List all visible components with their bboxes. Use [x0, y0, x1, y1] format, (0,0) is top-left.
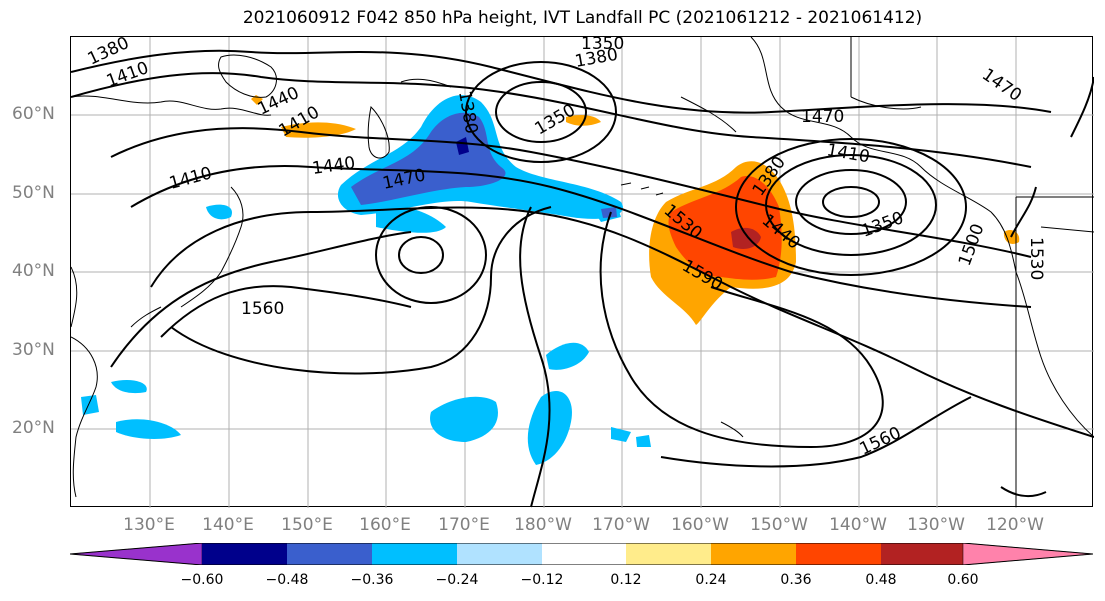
lon-label: 130°W [907, 515, 965, 535]
lon-label: 120°W [986, 515, 1044, 535]
contour-label: 1470 [978, 65, 1025, 106]
contour-label: 1410 [167, 163, 214, 194]
lon-label: 170°W [592, 515, 650, 535]
lon-label: 150°W [750, 515, 808, 535]
colorbar-tick: −0.36 [350, 572, 394, 588]
lat-label-60n: 60°N [12, 104, 55, 124]
negative-ivt-shading [81, 95, 651, 465]
lon-label: 160°E [359, 515, 411, 535]
colorbar [70, 543, 1093, 565]
colorbar-bin [626, 543, 711, 565]
colorbar-bin [711, 543, 796, 565]
contour-label: 1560 [241, 299, 284, 319]
colorbar-bin [70, 543, 203, 565]
colorbar-bin [457, 543, 542, 565]
contour-label: 1350 [859, 208, 906, 242]
lon-label: 140°E [202, 515, 254, 535]
contour-label: 1530 [1026, 237, 1046, 280]
colorbar-bin [542, 543, 626, 565]
map-frame: 1380 1410 1350 1380 1440 1410 1440 1410 … [70, 33, 1095, 508]
colorbar-tick: −0.24 [435, 572, 479, 588]
colorbar-bin [287, 543, 372, 565]
map-title: 2021060912 F042 850 hPa height, IVT Land… [242, 8, 923, 28]
colorbar-bin [881, 543, 963, 565]
colorbar-tick: 0.24 [695, 572, 727, 588]
lat-label-50n: 50°N [12, 183, 55, 203]
colorbar-tick: −0.48 [265, 572, 309, 588]
map-canvas: 1380 1410 1350 1380 1440 1410 1440 1410 … [70, 33, 1095, 508]
colorbar-tick: 0.60 [947, 572, 979, 588]
lat-label-40n: 40°N [12, 261, 55, 281]
contour-label: 1470 [801, 107, 844, 127]
lat-label-20n: 20°N [12, 418, 55, 438]
colorbar-bin [372, 543, 457, 565]
contour-label: 1350 [581, 37, 624, 54]
lon-label: 130°E [123, 515, 175, 535]
lon-label: 180°W [514, 515, 572, 535]
lat-label-30n: 30°N [12, 340, 55, 360]
colorbar-tick: 0.48 [865, 572, 897, 588]
lon-label: 160°W [671, 515, 729, 535]
lon-label: 140°W [829, 515, 887, 535]
coastlines [70, 36, 1095, 507]
colorbar-tick: −0.60 [180, 572, 224, 588]
lon-label: 170°E [438, 515, 490, 535]
colorbar-bin [796, 543, 881, 565]
lon-label: 150°E [281, 515, 333, 535]
height-contours [70, 49, 1095, 508]
colorbar-tick: 0.36 [780, 572, 812, 588]
contour-label: 1440 [311, 153, 357, 179]
colorbar-bin [962, 543, 1093, 565]
colorbar-tick: 0.12 [610, 572, 642, 588]
colorbar-bin [202, 543, 287, 565]
colorbar-tick: −0.12 [520, 572, 564, 588]
